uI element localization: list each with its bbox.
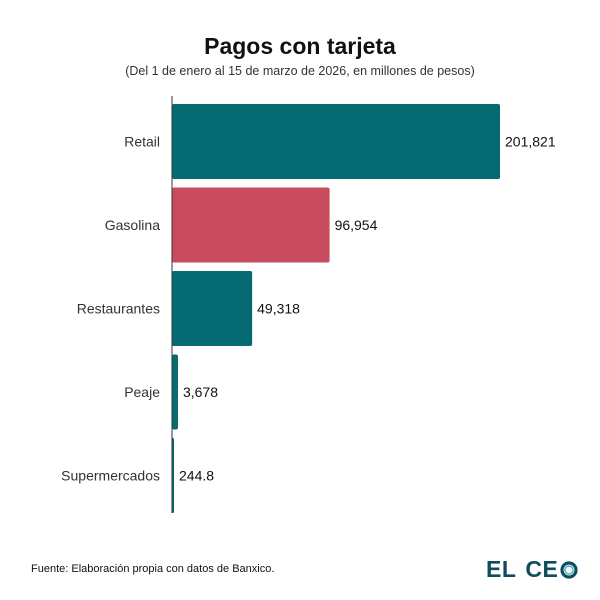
bar-peaje: [172, 354, 178, 430]
bar-gasolina: [172, 187, 330, 263]
value-label-supermercados: 244.8: [179, 468, 214, 484]
category-label-gasolina: Gasolina: [105, 217, 160, 233]
source-note: Fuente: Elaboración propia con datos de …: [31, 563, 275, 575]
value-label-gasolina: 96,954: [335, 217, 378, 233]
chart-subtitle: (Del 1 de enero al 15 de marzo de 2026, …: [125, 64, 475, 78]
category-label-retail: Retail: [124, 134, 160, 150]
brand-logo: EL CE: [486, 556, 579, 583]
category-label-peaje: Peaje: [124, 384, 160, 400]
bar-restaurantes: [172, 271, 253, 346]
ring-icon: [560, 560, 578, 579]
value-label-peaje: 3,678: [183, 384, 218, 400]
category-label-supermercados: Supermercados: [61, 468, 160, 484]
logo-word-ceo: CE: [525, 556, 559, 582]
value-label-restaurantes: 49,318: [257, 301, 300, 317]
value-label-retail: 201,821: [505, 134, 556, 150]
chart-title: Pagos con tarjeta: [204, 33, 396, 59]
logo-word-el: EL: [486, 556, 517, 582]
bar-retail: [172, 104, 500, 179]
category-label-restaurantes: Restaurantes: [77, 301, 160, 317]
